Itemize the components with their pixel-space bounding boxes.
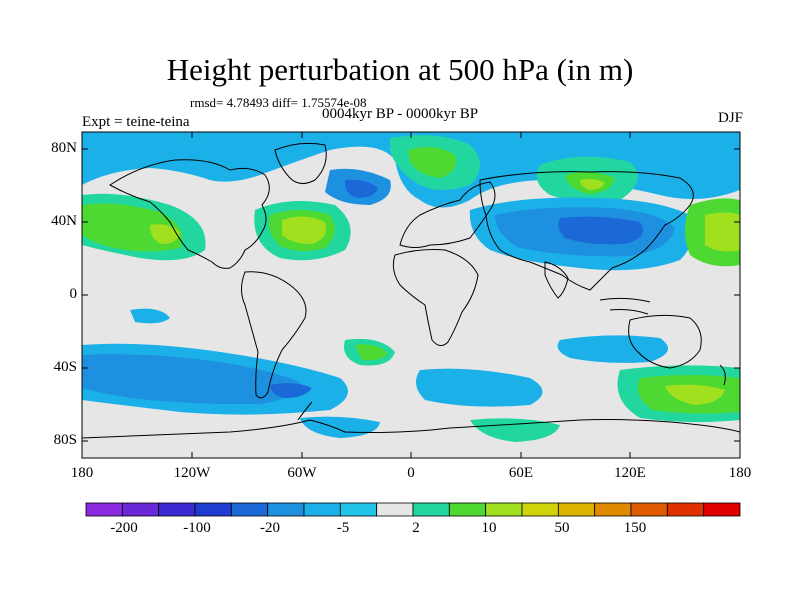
coast-new-zealand	[719, 364, 726, 386]
coast-north-america	[109, 159, 270, 269]
coast-antarctica	[82, 419, 740, 439]
anomaly-antarctic-positive	[470, 418, 560, 442]
anomaly-npacific-peak	[580, 179, 605, 190]
xtick-label: 180	[728, 465, 752, 481]
anomaly-spacific-core	[82, 354, 300, 405]
colorbar-swatch	[376, 502, 414, 517]
colorbar-label: 150	[623, 520, 647, 536]
xtick-label: 180	[70, 465, 94, 481]
colorbar-label: -100	[183, 520, 211, 536]
colorbar-swatch	[485, 502, 523, 517]
xtick-label: 60W	[287, 465, 317, 481]
anomaly-wamerica-peak	[150, 224, 180, 244]
anomaly-indian-negative	[557, 335, 668, 363]
coast-greenland	[274, 142, 327, 184]
coast-africa	[392, 249, 479, 346]
colorbar-swatch	[303, 502, 341, 517]
coast-australia	[628, 314, 702, 369]
colorbar-swatch	[521, 502, 559, 517]
ytick-label: 0	[69, 286, 78, 302]
coast-antarctic-peninsula	[297, 401, 313, 421]
colorbar-label: 2	[412, 520, 420, 536]
colorbar-swatch	[230, 502, 269, 517]
colorbar-swatch	[85, 502, 123, 517]
colorbar-label: 10	[481, 520, 497, 536]
tick-marks	[81, 132, 741, 458]
colorbar-swatch	[703, 502, 741, 517]
anomaly-tropic-negative	[130, 308, 170, 324]
xtick-label: 60E	[508, 465, 534, 481]
coast-indonesia	[599, 297, 651, 315]
anomaly-asia-peak	[558, 216, 643, 245]
colorbar-swatch	[158, 502, 196, 517]
coastlines	[82, 142, 740, 439]
colorbar-swatch	[630, 502, 668, 517]
colorbar	[85, 502, 741, 517]
coast-india	[544, 261, 569, 299]
experiment-label: Expt = teine-teina	[82, 114, 190, 130]
anomaly-dateline-peak	[705, 212, 740, 252]
chart-title: Height perturbation at 500 hPa (in m)	[166, 52, 634, 87]
coast-asia	[479, 171, 694, 291]
anomaly-satlantic-negative	[416, 368, 543, 407]
colorbar-label: -200	[110, 520, 138, 536]
colorbar-swatch	[339, 502, 378, 517]
anomaly-natlantic-peak	[282, 216, 327, 244]
anomaly-greenland-core	[408, 146, 456, 178]
xtick-label: 0	[407, 465, 415, 481]
colorbar-label: 50	[554, 520, 570, 536]
colorbar-swatch	[121, 502, 160, 517]
anomaly-tropic-core	[355, 344, 388, 361]
colorbar-label: -5	[336, 520, 350, 536]
colorbar-swatch	[594, 502, 632, 517]
colorbar-swatch	[666, 502, 705, 517]
ytick-label: 40N	[51, 213, 77, 229]
xtick-label: 120E	[614, 465, 646, 481]
colorbar-swatch	[194, 502, 232, 517]
ytick-label: 80N	[51, 140, 77, 156]
anomaly-siberia-core	[344, 179, 378, 198]
coast-europe	[399, 181, 496, 248]
coast-south-america	[241, 271, 307, 399]
colorbar-swatch	[557, 502, 596, 517]
season-label: DJF	[717, 110, 743, 126]
colorbar-swatch	[448, 502, 487, 517]
anomaly-spacific-peak	[270, 383, 312, 398]
colorbar-label: -20	[260, 520, 280, 536]
anomaly-sindian-peak	[665, 384, 725, 405]
ytick-label: 40S	[53, 359, 77, 375]
ytick-label: 80S	[53, 432, 77, 448]
xtick-label: 120W	[173, 465, 211, 481]
period-label: 0004kyr BP - 0000kyr BP	[322, 106, 479, 122]
colorbar-swatch	[267, 502, 305, 517]
rmsd-stats: rmsd= 4.78493 diff= 1.75574e-08	[190, 95, 367, 110]
colorbar-swatch	[412, 502, 450, 517]
